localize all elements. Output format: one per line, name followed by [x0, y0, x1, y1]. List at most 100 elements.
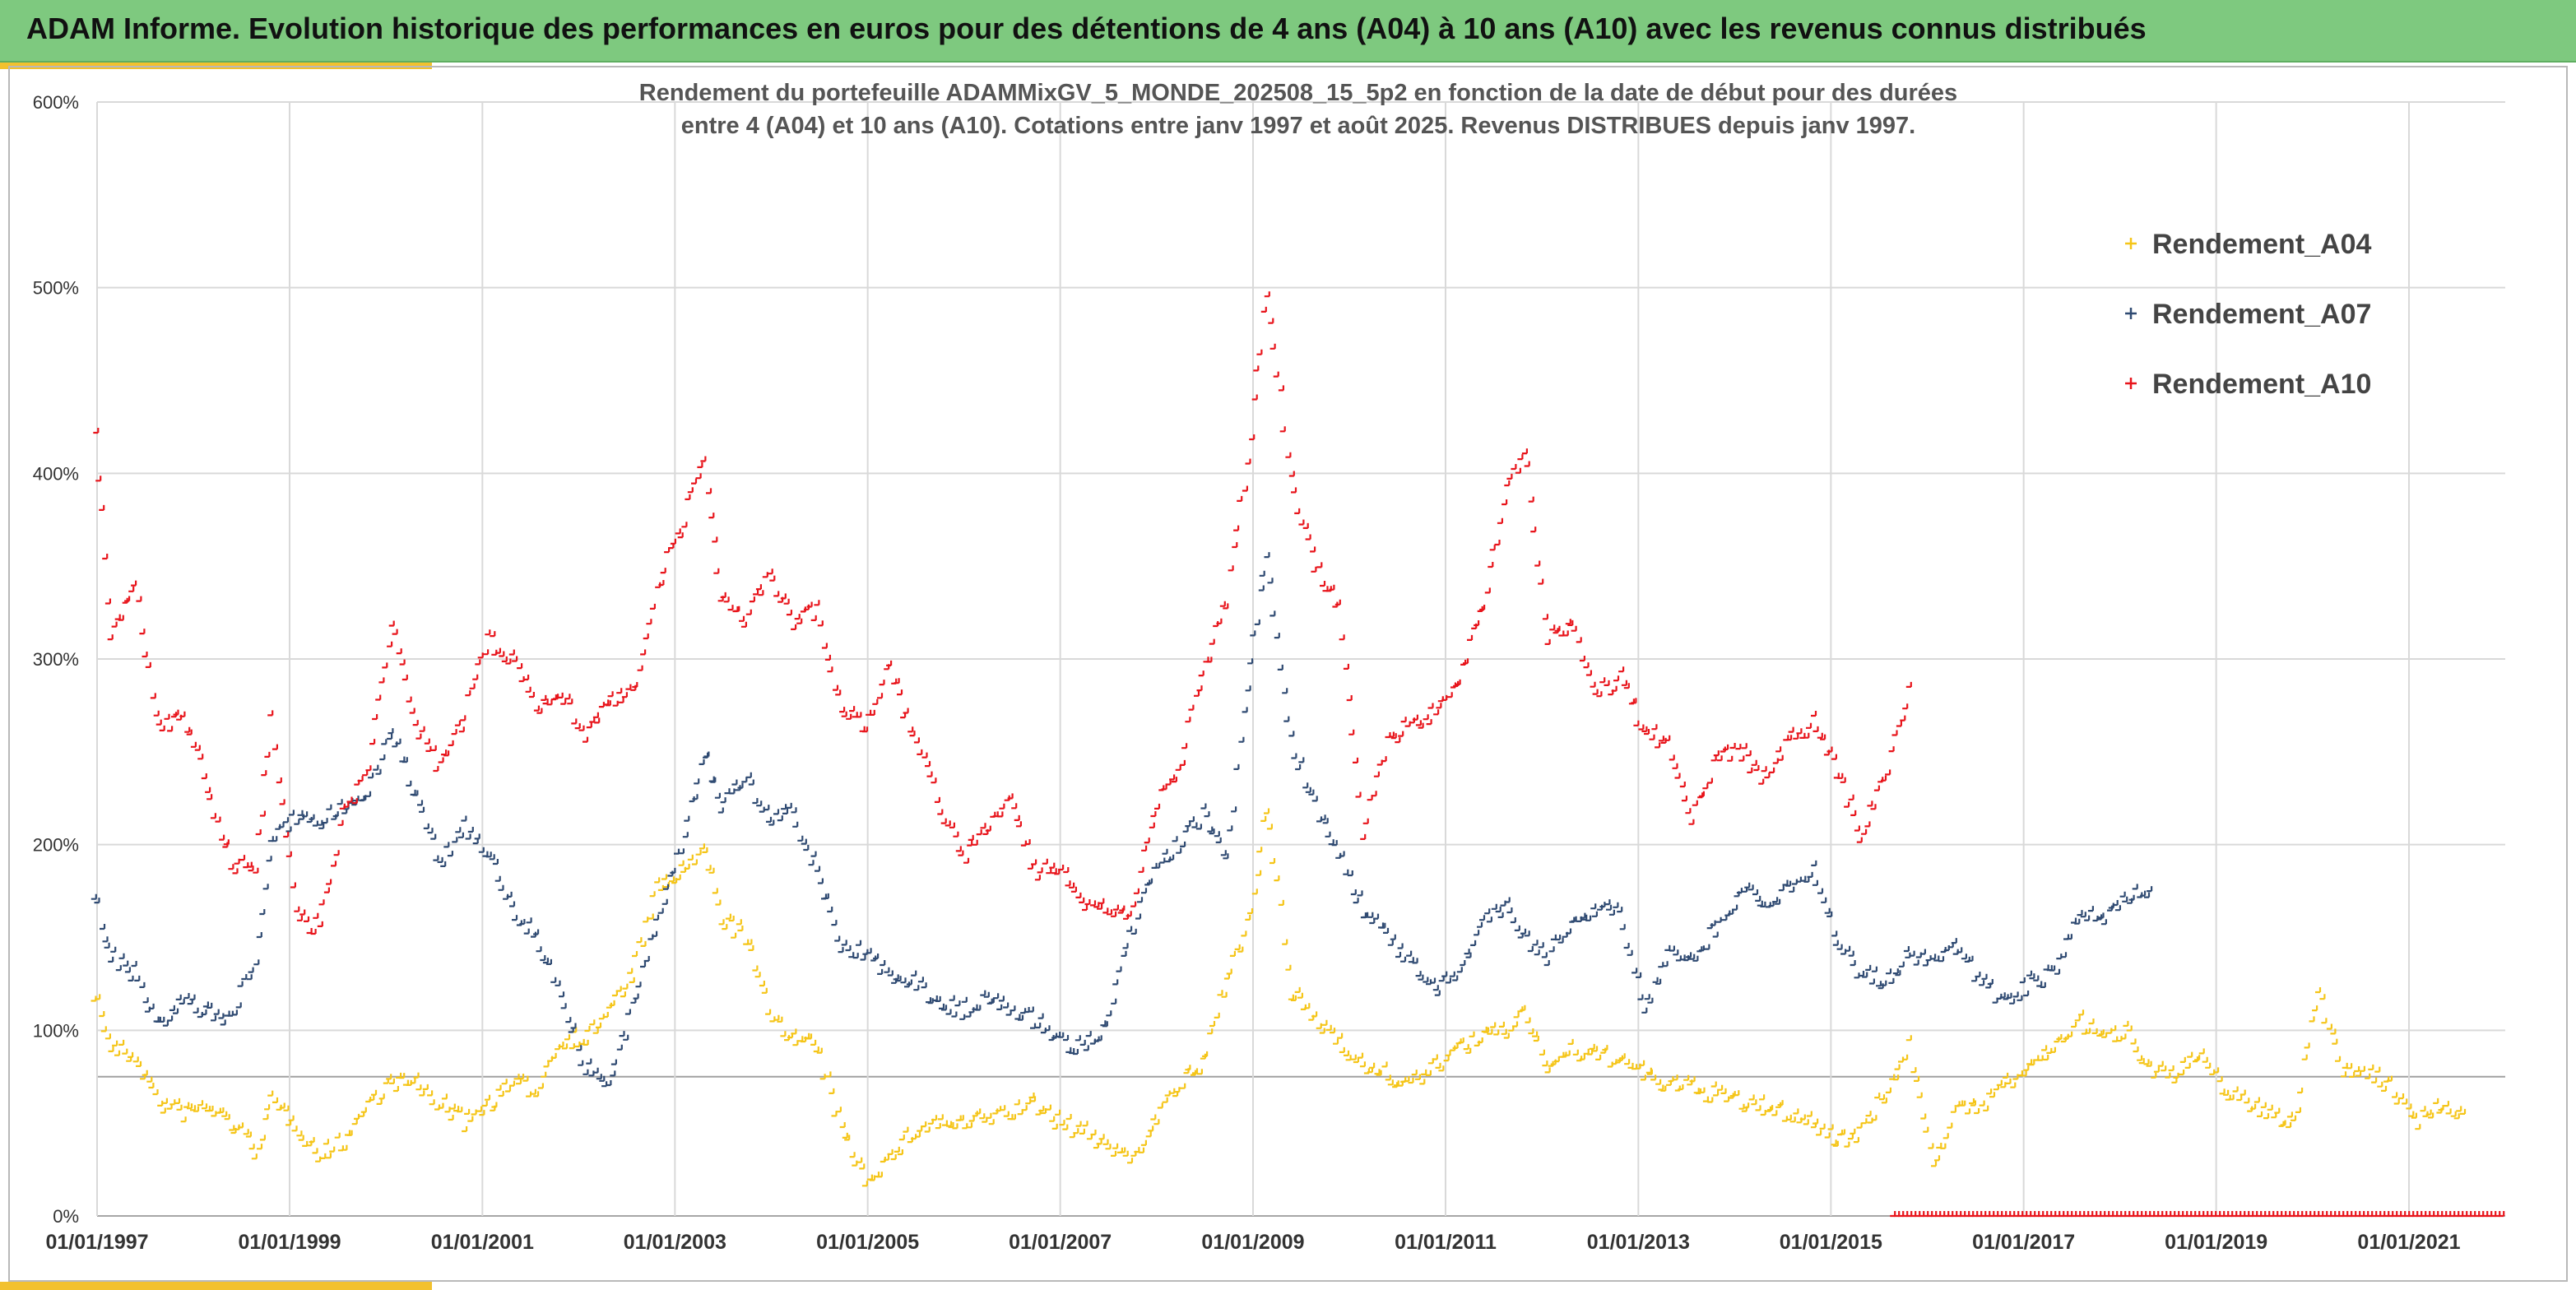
data-point: [951, 1011, 958, 1018]
data-point: [114, 614, 121, 620]
data-point: [1011, 803, 1018, 810]
data-point: [501, 1079, 508, 1085]
data-point: [980, 823, 986, 829]
data-point: [2342, 1062, 2348, 1069]
data-point: [2326, 1023, 2332, 1030]
data-point: [2112, 1036, 2119, 1042]
data-point: [1139, 1147, 1145, 1153]
data-point: [257, 1144, 263, 1150]
data-point: [1599, 677, 1606, 684]
data-point: [540, 955, 546, 962]
data-point: [1242, 707, 1248, 713]
data-point: [1580, 912, 1586, 919]
data-point: [2330, 1028, 2337, 1035]
data-point: [1788, 726, 1794, 733]
data-point: [1748, 1094, 1755, 1101]
data-point: [620, 991, 626, 998]
data-point: [259, 810, 266, 817]
data-point: [1014, 814, 1020, 821]
data-point: [1373, 913, 1380, 920]
data-point: [900, 977, 907, 984]
data-point: [298, 1135, 304, 1141]
data-point: [610, 1059, 617, 1065]
data-point: [2078, 1009, 2085, 1016]
y-tick-label: 400%: [33, 463, 79, 484]
data-point: [215, 816, 221, 823]
data-point: [159, 725, 165, 731]
data-point: [2315, 987, 2322, 994]
data-point: [1562, 630, 1569, 637]
data-point: [1024, 839, 1031, 846]
data-point: [713, 568, 720, 574]
data-point: [1207, 826, 1214, 833]
data-point: [898, 1135, 905, 1141]
data-point: [1550, 934, 1557, 940]
data-point: [99, 1011, 105, 1018]
data-point: [441, 1093, 448, 1100]
data-point: [1214, 831, 1220, 838]
data-point: [1207, 1028, 1214, 1035]
data-point: [1511, 464, 1517, 471]
data-point: [720, 592, 726, 598]
data-point: [627, 968, 634, 974]
data-point: [1707, 1097, 1714, 1103]
data-point: [1831, 1139, 1837, 1146]
data-point: [1294, 986, 1301, 993]
data-point: [1974, 1108, 1980, 1115]
data-point: [546, 699, 553, 706]
x-tick-label: 01/01/2013: [1587, 1231, 1690, 1254]
data-point: [550, 1052, 557, 1059]
data-point: [272, 1097, 279, 1103]
data-point: [1602, 1045, 1608, 1051]
data-point: [1380, 922, 1386, 929]
data-point: [183, 1102, 190, 1108]
data-point: [235, 1002, 242, 1009]
data-point: [437, 856, 443, 863]
data-point: [1179, 759, 1186, 766]
data-point: [1678, 1084, 1684, 1091]
data-point: [1021, 1105, 1028, 1111]
data-point: [2006, 992, 2012, 999]
data-point: [1051, 1123, 1058, 1130]
data-point: [332, 811, 339, 818]
data-point: [578, 725, 585, 731]
data-point: [399, 756, 406, 763]
data-point: [1488, 562, 1494, 568]
data-point: [430, 745, 437, 751]
data-point: [1729, 743, 1736, 749]
data-point: [186, 729, 193, 735]
data-point: [290, 882, 296, 889]
data-point: [1649, 734, 1655, 740]
data-point: [1688, 819, 1695, 825]
data-point: [887, 1148, 893, 1155]
data-point: [2213, 1067, 2220, 1074]
data-point: [1347, 870, 1353, 877]
data-point: [433, 855, 439, 861]
data-point: [201, 1009, 207, 1016]
data-point: [615, 986, 622, 992]
data-point: [1390, 733, 1397, 740]
data-point: [605, 700, 611, 707]
data-point: [279, 1102, 285, 1109]
data-point: [1807, 871, 1813, 878]
data-point: [1542, 614, 1548, 620]
data-point: [1861, 1118, 1868, 1125]
data-point: [1063, 867, 1070, 874]
data-point: [996, 1004, 1003, 1010]
data-point: [1465, 1047, 1472, 1054]
data-point: [1226, 968, 1232, 975]
data-point: [1525, 1017, 1531, 1023]
data-point: [1755, 895, 1761, 902]
data-point: [1130, 928, 1137, 935]
data-point: [814, 600, 820, 606]
data-point: [1637, 994, 1644, 1000]
data-point: [1736, 888, 1743, 894]
data-point: [1549, 624, 1556, 631]
data-point: [562, 1043, 569, 1050]
data-point: [2453, 1113, 2460, 1120]
data-point: [1049, 1116, 1056, 1122]
data-point: [207, 1002, 213, 1009]
data-point: [816, 1047, 823, 1054]
data-point: [972, 839, 978, 846]
data-point: [1090, 900, 1097, 907]
